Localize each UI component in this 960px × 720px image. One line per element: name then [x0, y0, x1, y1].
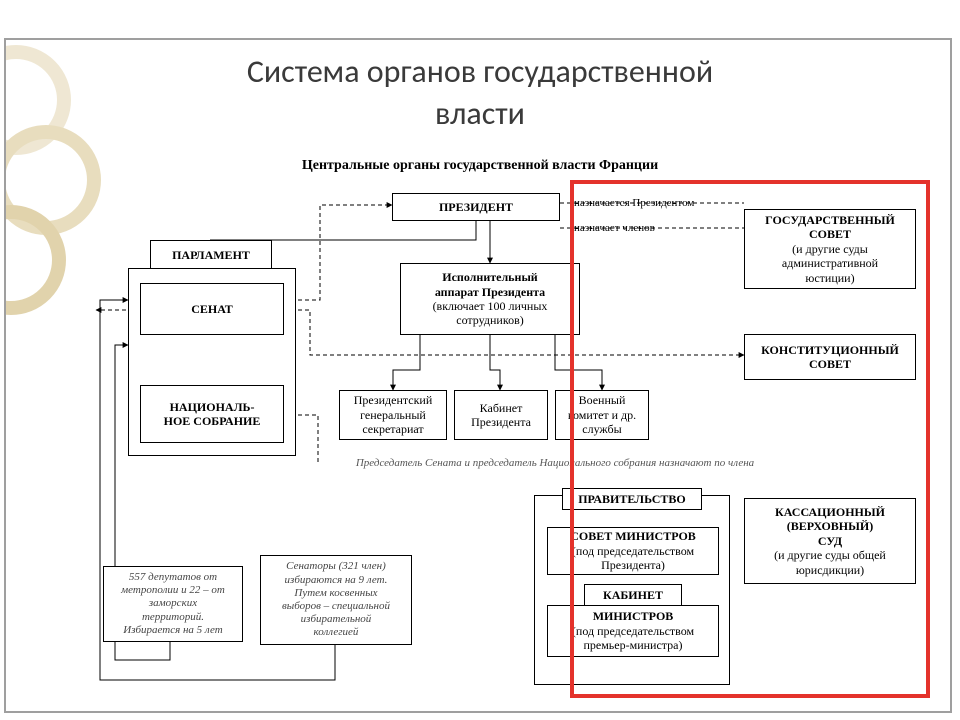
box-state_council: ГОСУДАРСТВЕННЫЙСОВЕТ(и другие судыадмини…: [744, 209, 916, 289]
label-appointed-by-president: назначается Президентом: [574, 197, 694, 210]
box-cabinet_min: МИНИСТРОВ(под председательствомпремьер-м…: [547, 605, 719, 657]
box-parlament: ПАРЛАМЕНТ: [150, 240, 272, 270]
box-const_council: КОНСТИТУЦИОННЫЙСОВЕТ: [744, 334, 916, 380]
box-senat: СЕНАТ: [140, 283, 284, 335]
box-military: Военныйкомитет и др.службы: [555, 390, 649, 440]
box-cassation: КАССАЦИОННЫЙ(ВЕРХОВНЫЙ)СУД(и другие суды…: [744, 498, 916, 584]
box-assembly: НАЦИОНАЛЬ-НОЕ СОБРАНИЕ: [140, 385, 284, 443]
box-exec_apparatus: Исполнительныйаппарат Президента(включае…: [400, 263, 580, 335]
footnote-text: Председатель Сената и председатель Нацио…: [305, 457, 805, 471]
label-appoints-members: назначает членов: [574, 222, 655, 235]
box-note_sen: Сенаторы (321 член)избираются на 9 лет.П…: [260, 555, 412, 645]
box-note_dep: 557 депутатов отметрополии и 22 – отзамо…: [103, 566, 243, 642]
box-council_min: СОВЕТ МИНИСТРОВ(под председательствомПре…: [547, 527, 719, 575]
box-government: ПРАВИТЕЛЬСТВО: [562, 488, 702, 510]
box-cabinet_lbl: КАБИНЕТ: [584, 584, 682, 606]
box-president: ПРЕЗИДЕНТ: [392, 193, 560, 221]
slide-title-line2: власти: [0, 94, 960, 133]
diagram-subtitle: Центральные органы государственной власт…: [0, 158, 960, 174]
box-cabinet_pres: КабинетПрезидента: [454, 390, 548, 440]
slide-title-line1: Система органов государственной: [0, 52, 960, 91]
box-sec: Президентскийгенеральныйсекретариат: [339, 390, 447, 440]
